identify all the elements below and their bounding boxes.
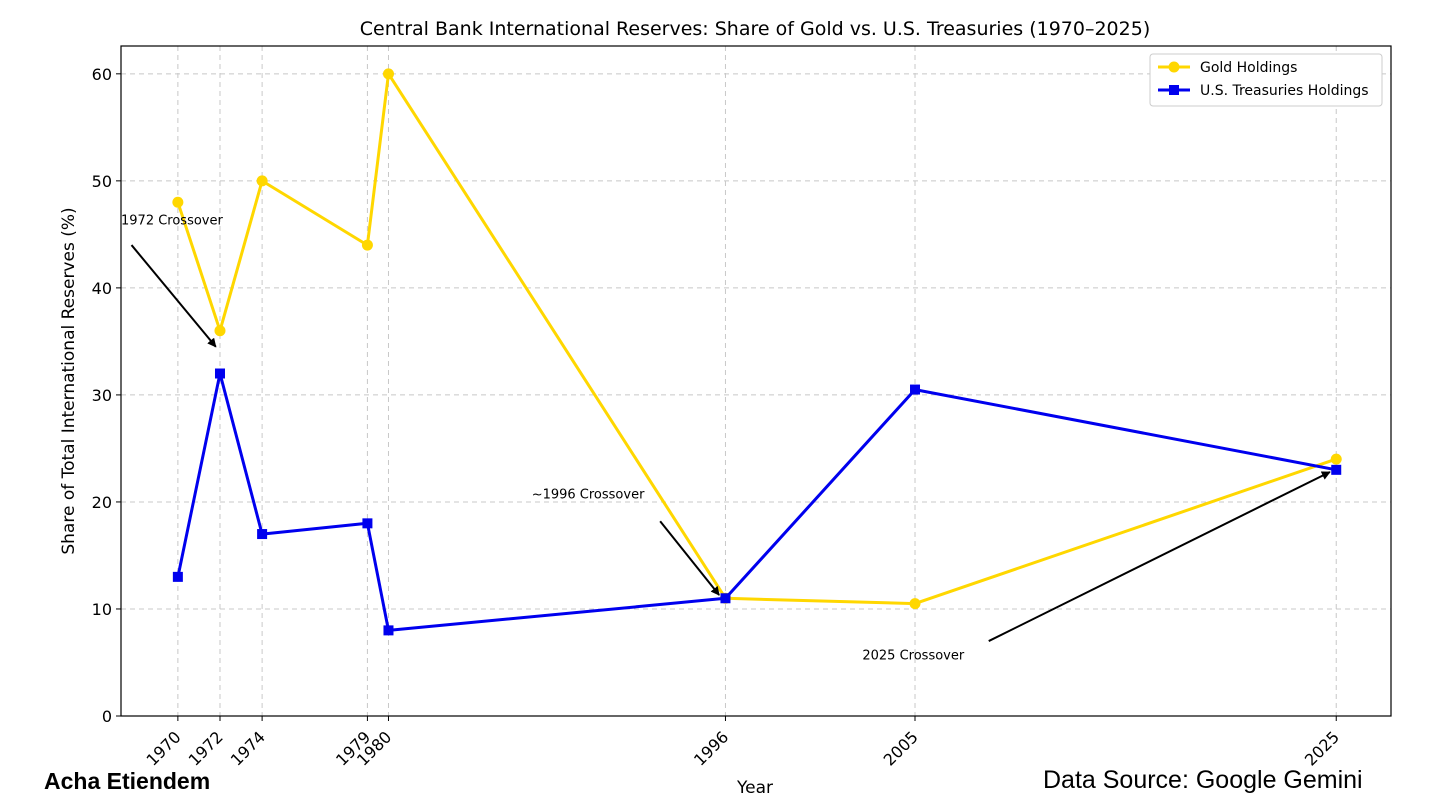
chart-title: Central Bank International Reserves: Sha… — [360, 18, 1151, 40]
series-line-0 — [176, 72, 1337, 606]
y-axis-label: Share of Total International Reserves (%… — [59, 207, 79, 554]
data-source: Data Source: Google Gemini — [1043, 766, 1363, 794]
annotations: 1972 Crossover ~1996 Crossover 2025 Crosso… — [121, 214, 1331, 663]
series-line-1 — [176, 372, 1337, 632]
data-point-treasuries — [257, 529, 268, 540]
legend-label: U.S. Treasuries Holdings — [1200, 83, 1369, 99]
annotation-label: ~1996 Crossover — [532, 488, 645, 503]
data-point-gold — [1330, 453, 1342, 465]
data-point-treasuries — [1331, 464, 1342, 475]
x-tick-label: 1974 — [227, 727, 269, 769]
legend-box — [1149, 53, 1383, 107]
annotation-label: 1972 Crossover — [121, 214, 223, 229]
legend-marker — [1168, 61, 1180, 73]
x-tick-label: 1970 — [142, 727, 184, 769]
y-tick-label: 10 — [92, 600, 112, 619]
data-point-treasuries — [910, 384, 921, 395]
x-tick-label: 2025 — [1301, 727, 1343, 769]
annotation-arrow — [130, 244, 217, 348]
y-tick-label: 60 — [92, 65, 112, 84]
annotation-arrow — [988, 471, 1331, 642]
x-tick-label: 1996 — [690, 727, 732, 769]
y-tick-label: 30 — [92, 386, 112, 405]
legend-marker — [1169, 85, 1179, 95]
grid — [121, 46, 1391, 717]
legend-label: Gold Holdings — [1200, 60, 1297, 76]
data-point-treasuries — [383, 625, 394, 636]
data-point-treasuries — [362, 518, 373, 529]
y-axis: 0 10 20 30 40 50 60 — [92, 65, 121, 726]
data-point-treasuries — [172, 571, 183, 582]
data-point-gold — [172, 196, 184, 208]
data-point-gold — [256, 175, 268, 187]
data-point-treasuries — [720, 593, 731, 604]
legend: Gold Holdings U.S. Treasuries Holdings — [1149, 53, 1383, 107]
data-point-gold — [361, 239, 373, 251]
annotation-arrow — [659, 520, 720, 596]
data-point-gold — [382, 68, 394, 80]
plot-frame — [120, 45, 1392, 717]
x-tick-label: 2005 — [880, 727, 922, 769]
data-point-gold — [909, 598, 921, 610]
data-point-treasuries — [214, 368, 225, 379]
y-tick-label: 0 — [102, 707, 112, 726]
y-tick-label: 20 — [92, 493, 112, 512]
x-axis-label: Year — [736, 778, 773, 798]
annotation-label: 2025 Crossover — [862, 648, 964, 663]
y-tick-label: 50 — [92, 172, 112, 191]
author-credit: Acha Etiendem — [44, 768, 211, 794]
y-tick-label: 40 — [92, 279, 112, 298]
data-point-gold — [214, 325, 226, 337]
x-tick-label: 1972 — [185, 727, 227, 769]
series-group — [172, 68, 1342, 636]
